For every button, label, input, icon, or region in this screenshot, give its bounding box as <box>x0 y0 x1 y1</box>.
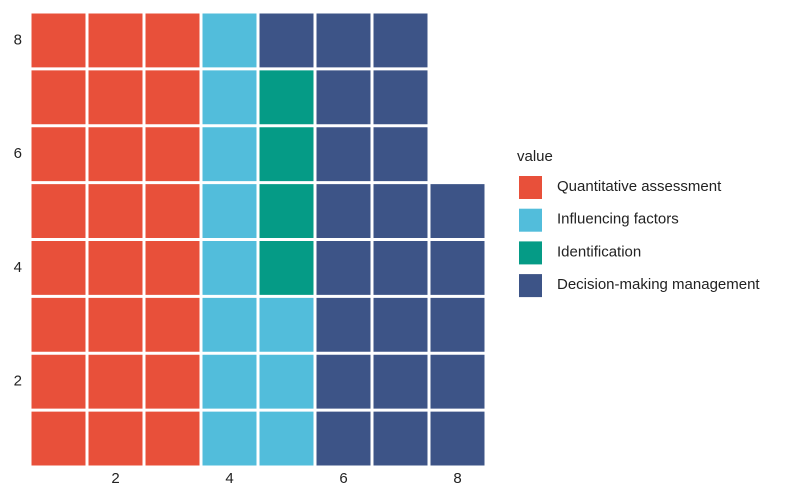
waffle-cell <box>145 354 200 409</box>
waffle-cell <box>145 184 200 238</box>
legend-key <box>519 208 542 232</box>
waffle-cell <box>88 70 143 125</box>
waffle-cell <box>31 354 86 409</box>
waffle-cell <box>316 184 371 238</box>
waffle-cell <box>316 70 371 125</box>
waffle-cell <box>31 184 86 238</box>
y-tick-label: 6 <box>14 145 22 162</box>
waffle-cell <box>88 184 143 238</box>
waffle-cell <box>316 411 371 466</box>
legend-label: Quantitative assessment <box>557 178 722 195</box>
waffle-cell <box>316 354 371 409</box>
waffle-cell <box>430 297 485 352</box>
waffle-cell <box>88 127 143 182</box>
waffle-cell <box>31 241 86 295</box>
y-tick-label: 4 <box>14 259 22 276</box>
x-tick-label: 6 <box>339 470 347 486</box>
x-tick-label: 4 <box>225 470 233 486</box>
legend-title: value <box>517 148 553 165</box>
waffle-cell <box>430 184 485 238</box>
waffle-cell <box>259 127 314 182</box>
waffle-cell <box>430 411 485 466</box>
x-tick-label: 8 <box>453 470 461 486</box>
legend-key <box>519 241 542 265</box>
waffle-cell <box>259 411 314 466</box>
waffle-cell <box>31 13 86 68</box>
waffle-cell <box>316 297 371 352</box>
waffle-cell <box>259 241 314 295</box>
waffle-cell <box>88 354 143 409</box>
y-tick-label: 2 <box>14 373 22 390</box>
legend-label: Identification <box>557 243 641 260</box>
waffle-cell <box>202 13 257 68</box>
waffle-cell <box>373 70 428 125</box>
waffle-cell <box>259 13 314 68</box>
waffle-cell <box>88 241 143 295</box>
waffle-cell <box>145 241 200 295</box>
waffle-cell <box>373 241 428 295</box>
legend-label: Decision-making management <box>557 276 760 293</box>
waffle-cell <box>316 241 371 295</box>
waffle-cell <box>373 184 428 238</box>
waffle-cell <box>145 70 200 125</box>
waffle-cell <box>145 411 200 466</box>
waffle-cell <box>202 127 257 182</box>
waffle-cell <box>31 297 86 352</box>
waffle-cell <box>259 354 314 409</box>
y-tick-label: 8 <box>14 31 22 48</box>
legend-key <box>519 274 542 298</box>
waffle-cell <box>430 241 485 295</box>
waffle-cell <box>31 127 86 182</box>
waffle-cell <box>145 127 200 182</box>
waffle-cell <box>31 411 86 466</box>
waffle-cell <box>88 13 143 68</box>
waffle-cell <box>202 297 257 352</box>
waffle-cell <box>316 13 371 68</box>
waffle-cell <box>145 13 200 68</box>
waffle-cell <box>88 411 143 466</box>
waffle-cell <box>373 354 428 409</box>
waffle-cell <box>202 354 257 409</box>
waffle-cell <box>373 411 428 466</box>
waffle-cell <box>316 127 371 182</box>
waffle-cell <box>202 70 257 125</box>
waffle-cell <box>373 297 428 352</box>
waffle-cell <box>373 13 428 68</box>
x-tick-label: 2 <box>111 470 119 486</box>
waffle-cell <box>202 411 257 466</box>
waffle-cell <box>31 70 86 125</box>
waffle-cell <box>202 184 257 238</box>
waffle-cell <box>373 127 428 182</box>
waffle-cell <box>259 184 314 238</box>
waffle-cell <box>202 241 257 295</box>
waffle-cell <box>259 297 314 352</box>
legend-label: Influencing factors <box>557 211 679 228</box>
waffle-cell <box>145 297 200 352</box>
waffle-cell <box>88 297 143 352</box>
waffle-cell <box>259 70 314 125</box>
waffle-cell <box>430 354 485 409</box>
legend-key <box>519 176 542 199</box>
